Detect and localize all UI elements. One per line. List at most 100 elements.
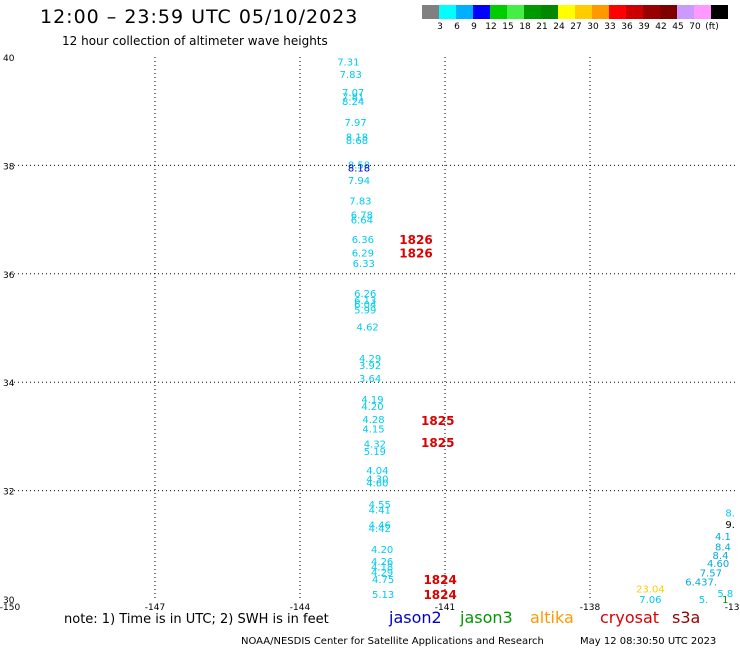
color-scale-label: 12 [485, 22, 497, 32]
color-scale-label: 36 [621, 22, 633, 32]
color-swatch [473, 5, 490, 19]
swh-data-label: 4.26 [371, 557, 393, 568]
swh-data-label: 4.42 [369, 524, 391, 535]
swh-data-label: 5.19 [364, 447, 386, 458]
swh-data-label: 5.8 [717, 589, 733, 600]
color-scale-label: 3 [437, 22, 443, 32]
swh-data-label: 6.04 [354, 300, 376, 311]
color-swatch [541, 5, 558, 19]
swh-data-label: 7.31 [337, 57, 359, 68]
swh-data-label: 8. [725, 508, 735, 519]
swh-data-label: 5.13 [372, 590, 394, 601]
color-scale-label: (ft) [705, 22, 719, 32]
x-tick-label: -144 [290, 603, 311, 610]
x-tick-label: -147 [145, 603, 165, 610]
color-scale-label: 6 [454, 22, 460, 32]
color-swatch [456, 5, 473, 19]
y-tick-label: 34 [3, 379, 15, 389]
color-scale-label: 30 [587, 22, 599, 32]
swh-data-label: 8.24 [342, 97, 364, 108]
color-swatch [643, 5, 660, 19]
swh-data-label: 8.4 [713, 551, 729, 562]
swh-data-label: 6.33 [353, 259, 375, 270]
swh-data-label: 4.75 [372, 575, 394, 586]
satellite-label-jason3: jason3 [460, 608, 513, 627]
swh-data-label: 7.06 [639, 595, 661, 606]
time-label: 1826 [399, 233, 432, 247]
color-swatch [592, 5, 609, 19]
color-scale-label: 45 [672, 22, 684, 32]
swh-data-label: 4.20 [371, 545, 393, 556]
swh-data-label: 4.60 [707, 559, 729, 570]
color-swatch [575, 5, 592, 19]
satellite-label-altika: altika [530, 608, 574, 627]
swh-data-label: 7.83 [340, 70, 362, 81]
color-scale-label: 24 [553, 22, 565, 32]
wave-height-plot: -150 -147 -144 -141 -138 -135 30 32 34 36 38 40 7.31… [0, 54, 740, 610]
swh-data-label: 4.15 [362, 424, 384, 435]
swh-data-label: 6.36 [352, 235, 374, 246]
swh-data-label: 4.18 [371, 562, 393, 573]
swh-data-label: 6.13 [354, 296, 376, 307]
swh-data-label: 4.19 [361, 395, 383, 406]
y-tick-label: 40 [3, 54, 15, 64]
swh-data-label: 4.46 [369, 521, 391, 532]
swh-data-label: 8.68 [346, 136, 368, 147]
color-scale-label: 27 [570, 22, 582, 32]
swh-data-label: 3.92 [359, 361, 381, 372]
x-tick-label: -138 [580, 603, 601, 610]
x-tick-label: -141 [435, 603, 455, 610]
swh-data-label: 8.4 [715, 542, 731, 553]
swh-data-label: 7.57 [700, 568, 722, 579]
swh-data-label: 4.20 [361, 402, 383, 413]
swh-data-label: 4.1 [715, 532, 731, 543]
swh-data-label: 4.29 [359, 354, 381, 365]
y-tick-label: 32 [3, 488, 14, 498]
swh-data-label: 23.04 [636, 585, 665, 596]
time-label: 1826 [399, 247, 432, 261]
swh-data-label: 6.64 [351, 216, 373, 227]
time-label: 1824 [423, 573, 456, 587]
swh-data-label: 6.78 [351, 211, 373, 222]
y-tick-label: 36 [3, 271, 15, 281]
color-scale-label: 18 [519, 22, 531, 32]
swh-data-label: 3.64 [359, 374, 381, 385]
swh-data-label: 7.81 [342, 93, 364, 104]
swh-data-label: 8.18 [348, 164, 370, 175]
color-scale-label: 42 [655, 22, 667, 32]
satellite-label-s3a: s3a [672, 608, 701, 627]
x-tick-label: -135 [725, 603, 740, 610]
time-label: 1825 [421, 414, 454, 428]
swh-data-label: 6.437. [685, 578, 717, 589]
time-label: 1825 [421, 436, 454, 450]
color-swatch [524, 5, 541, 19]
chart-subtitle: 12 hour collection of altimeter wave hei… [62, 34, 328, 48]
footer-note: note: 1) Time is in UTC; 2) SWH is in fe… [64, 612, 329, 627]
swh-data-label: 4.62 [357, 322, 379, 333]
color-swatch [609, 5, 626, 19]
swh-data-label: 5. [699, 595, 709, 606]
color-swatch [711, 5, 728, 19]
swh-data-label: 8.18 [346, 133, 368, 144]
color-swatch [626, 5, 643, 19]
color-swatch [677, 5, 694, 19]
color-scale-label: 9 [471, 22, 477, 32]
swh-data-label: 4.55 [369, 500, 391, 511]
swh-data-label: 6.26 [354, 289, 376, 300]
color-swatch [490, 5, 507, 19]
swh-data-label: 7.83 [349, 197, 371, 208]
swh-data-label: 7.97 [344, 118, 366, 129]
x-tick-label: -150 [0, 603, 20, 610]
swh-data-label: 6.29 [352, 249, 374, 260]
swh-data-label: 4.28 [362, 415, 384, 426]
swh-data-label: 4.30 [366, 475, 388, 486]
color-swatch [694, 5, 711, 19]
color-scale-label: 33 [604, 22, 616, 32]
swh-data-label: 4.29 [371, 568, 393, 579]
satellite-label-cryosat: cryosat [600, 608, 660, 627]
y-tick-label: 30 [3, 596, 15, 606]
swh-data-label: 9. [725, 520, 735, 531]
color-swatch [439, 5, 456, 19]
swh-data-label: 4.04 [366, 466, 388, 477]
color-scale-label: 21 [536, 22, 548, 32]
